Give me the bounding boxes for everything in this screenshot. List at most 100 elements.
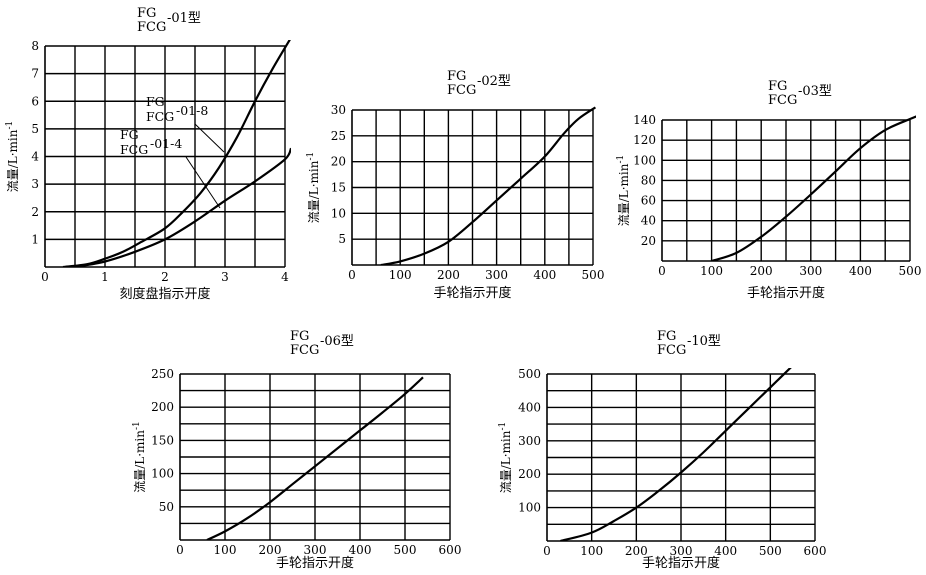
y-tick-label: 300 [518, 434, 541, 448]
chart-title-line1: FG [657, 329, 676, 344]
y-tick-label: 20 [641, 234, 656, 248]
annotation-leader-line [185, 156, 221, 209]
y-axis-label: 流量/L·min-1 [306, 152, 321, 224]
chart-title-suffix: -03型 [798, 84, 832, 99]
y-tick-label: 150 [151, 433, 174, 447]
x-tick-label: 300 [485, 268, 508, 282]
y-axis-label-sup: -1 [306, 152, 316, 161]
y-tick-label: 10 [331, 206, 346, 220]
x-tick-label: 300 [304, 543, 327, 557]
y-tick-label: 60 [641, 194, 656, 208]
y-tick-label: 15 [331, 181, 346, 195]
y-tick-label: 30 [331, 103, 346, 117]
y-tick-label: 1 [31, 232, 39, 246]
chart-panel-1: 0 1 2 3 412345678刻度盘指示开度流量/L·min-1FGFCG-01型F… [5, 6, 291, 302]
x-tick-label: 2 [161, 270, 169, 284]
x-axis-label: 手轮指示开度 [642, 555, 720, 571]
annotation-leader-line [194, 123, 225, 153]
y-tick-label: 2 [31, 205, 39, 219]
x-tick-label: 400 [849, 264, 872, 278]
chart-title-suffix: -02型 [477, 74, 511, 89]
y-tick-label: 6 [31, 94, 39, 108]
x-axis-label: 手轮指示开度 [276, 555, 354, 571]
y-tick-label: 20 [331, 155, 346, 169]
x-axis-label: 刻度盘指示开度 [119, 286, 210, 302]
chart-title-suffix: -10型 [687, 334, 721, 349]
chart-title-line2: FCG [447, 83, 476, 98]
y-tick-label: 50 [159, 500, 174, 514]
y-tick-label: 100 [633, 153, 656, 167]
x-tick-label: 4 [281, 270, 289, 284]
y-axis-label: 流量/L·min-1 [132, 421, 147, 493]
x-tick-label: 600 [804, 544, 827, 558]
annotation-line3: -01-4 [150, 136, 182, 151]
y-tick-label: 100 [151, 467, 174, 481]
series-line-1 [62, 40, 291, 267]
y-tick-label: 500 [518, 367, 541, 381]
y-tick-label: 7 [31, 67, 39, 81]
x-axis-label: 手轮指示开度 [747, 285, 825, 301]
chart-title-line1: FG [137, 6, 156, 21]
x-tick-label: 500 [582, 268, 605, 282]
x-tick-label: 400 [533, 268, 556, 282]
chart-panel-5: 0 100 200 300 400 500 600 100 200 300 400 500 手轮指示开度… [498, 329, 826, 571]
series-line-1 [560, 368, 792, 541]
y-tick-label: 140 [633, 113, 656, 127]
chart-panel-3: 0 100 200 300 400 500 20 40 60 80 100 120 140 手轮指示开度 流… [616, 79, 921, 301]
x-tick-label: 0 [348, 268, 356, 282]
series-line-2 [74, 147, 291, 267]
series-line-1 [380, 106, 597, 265]
chart-title-suffix: -01型 [167, 11, 201, 26]
x-tick-label: 100 [214, 543, 237, 557]
annotation-line2: FCG [146, 109, 174, 124]
x-tick-label: 1 [101, 270, 109, 284]
y-tick-label: 4 [31, 150, 39, 164]
annotation-line1: FG [146, 94, 165, 109]
x-tick-label: 0 [176, 543, 184, 557]
annotation-line3: -01-8 [176, 103, 208, 118]
y-axis-label-sup: -1 [498, 422, 508, 431]
y-axis-label-sup: -1 [5, 121, 15, 130]
x-tick-label: 0 [41, 270, 49, 284]
x-tick-label: 0 [658, 264, 666, 278]
y-tick-label: 250 [151, 367, 174, 381]
y-tick-label: 5 [338, 232, 346, 246]
chart-title-line1: FG [447, 69, 466, 84]
chart-title-suffix: -06型 [320, 334, 354, 349]
y-tick-label: 3 [31, 177, 39, 191]
series-line-1 [206, 376, 424, 540]
x-tick-label: 600 [439, 543, 462, 557]
x-tick-label: 400 [714, 544, 737, 558]
chart-title-line1: FG [290, 329, 309, 344]
x-tick-label: 300 [670, 544, 693, 558]
y-axis-label-sup: -1 [132, 421, 142, 430]
y-tick-label: 200 [518, 467, 541, 481]
x-axis-label: 手轮指示开度 [433, 285, 511, 301]
x-tick-label: 200 [437, 268, 460, 282]
y-axis-label-sup: -1 [616, 155, 626, 164]
chart-title-line2: FCG [137, 20, 166, 35]
x-tick-label: 200 [750, 264, 773, 278]
x-tick-label: 100 [580, 544, 603, 558]
x-tick-label: 100 [700, 264, 723, 278]
y-axis-label: 流量/L·min-1 [616, 155, 631, 227]
y-tick-label: 120 [633, 133, 656, 147]
chart-panel-4: 0 100 200 300 400 500 600 50 100 150 200 250 手轮指示开度 流… [132, 329, 461, 571]
x-tick-label: 500 [759, 544, 782, 558]
y-tick-label: 25 [331, 129, 346, 143]
y-tick-label: 8 [31, 39, 39, 53]
x-tick-label: 200 [259, 543, 282, 557]
x-tick-label: 0 [543, 544, 551, 558]
chart-title-line2: FCG [657, 343, 686, 358]
x-tick-label: 100 [389, 268, 412, 282]
y-tick-label: 40 [641, 214, 656, 228]
annotation-line1: FG [120, 127, 139, 142]
chart-panel-2: 0 100 200 300 400 500 5 10 15 20 25 30 手轮指示开度 流量/L·mi… [306, 69, 604, 301]
chart-title-line2: FCG [290, 343, 319, 358]
y-tick-label: 200 [151, 400, 174, 414]
y-axis-label: 流量/L·min-1 [5, 121, 20, 193]
x-tick-label: 400 [349, 543, 372, 557]
